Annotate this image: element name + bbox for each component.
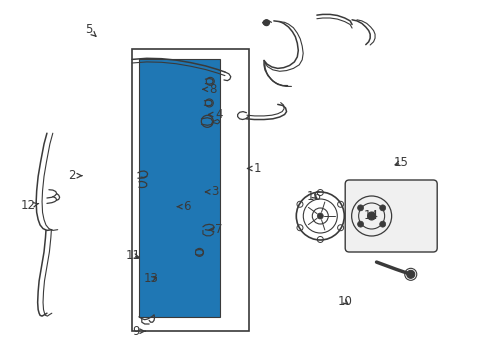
Text: 9: 9 bbox=[132, 325, 145, 338]
Text: 3: 3 bbox=[205, 185, 219, 198]
Circle shape bbox=[379, 205, 385, 211]
Circle shape bbox=[357, 221, 363, 227]
Bar bbox=[139, 59, 220, 317]
Text: 14: 14 bbox=[364, 209, 378, 222]
Text: 15: 15 bbox=[393, 156, 407, 169]
Circle shape bbox=[263, 20, 269, 26]
Text: 6: 6 bbox=[177, 200, 190, 213]
Text: 1: 1 bbox=[247, 162, 261, 175]
Text: 7: 7 bbox=[209, 223, 223, 236]
Text: 4: 4 bbox=[208, 108, 223, 121]
FancyBboxPatch shape bbox=[345, 180, 436, 252]
Text: 10: 10 bbox=[337, 295, 351, 308]
Text: 13: 13 bbox=[144, 273, 159, 285]
Text: 11: 11 bbox=[125, 249, 140, 262]
Circle shape bbox=[406, 270, 414, 278]
Text: 16: 16 bbox=[306, 190, 321, 203]
Circle shape bbox=[367, 212, 375, 220]
Text: 8: 8 bbox=[203, 83, 217, 96]
Text: 2: 2 bbox=[68, 169, 81, 182]
Text: 12: 12 bbox=[21, 199, 39, 212]
Bar bbox=[139, 59, 220, 317]
Text: 5: 5 bbox=[85, 23, 96, 36]
Bar bbox=[132, 49, 249, 331]
Circle shape bbox=[379, 221, 385, 227]
Circle shape bbox=[317, 213, 323, 219]
Circle shape bbox=[357, 205, 363, 211]
